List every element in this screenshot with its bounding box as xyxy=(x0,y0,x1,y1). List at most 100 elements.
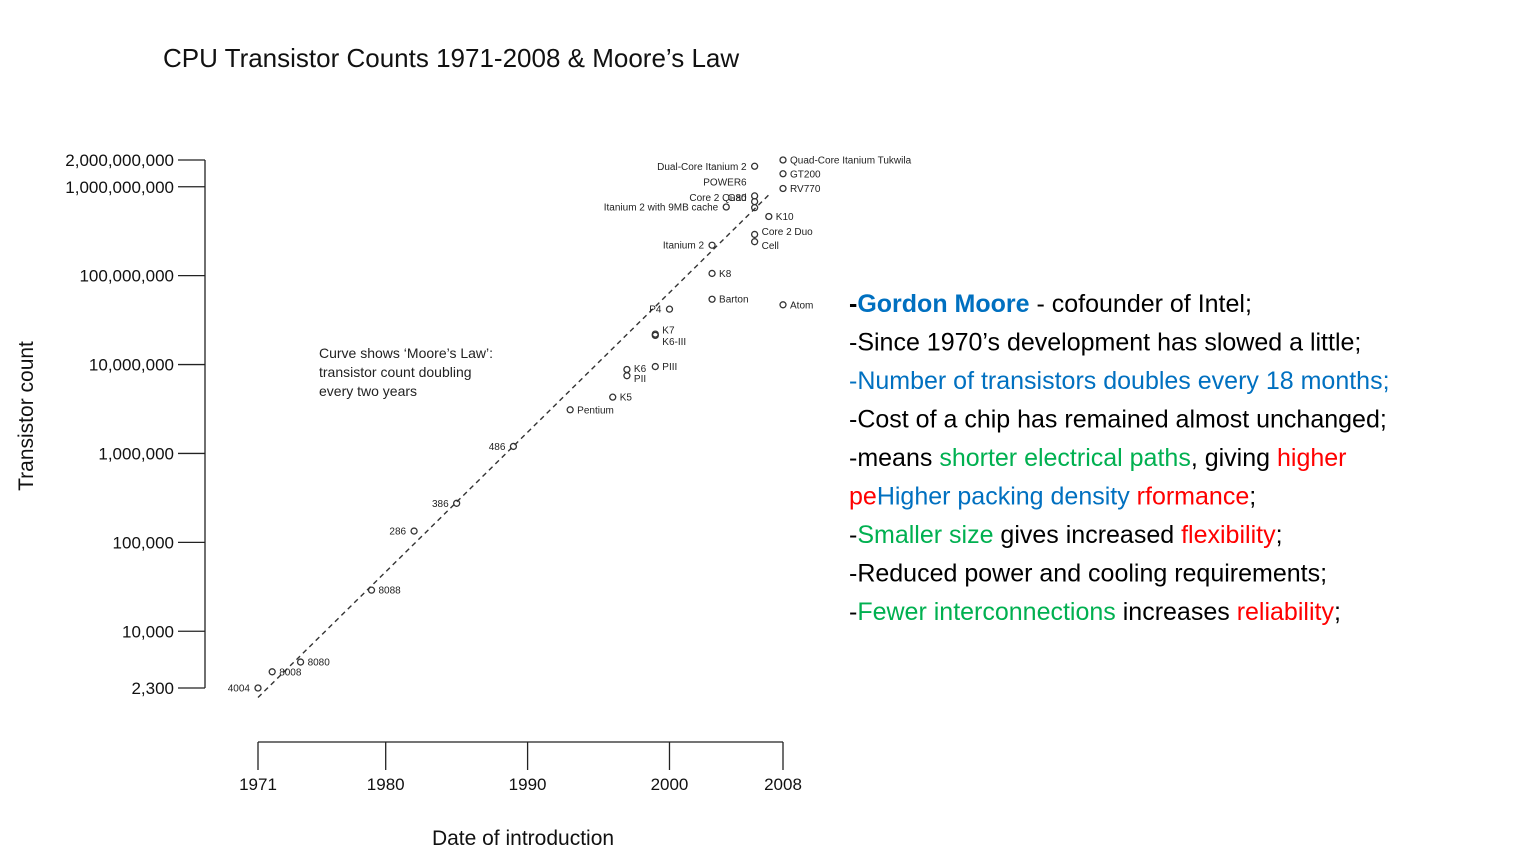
bullet-segment: - cofounder of Intel; xyxy=(1030,290,1252,318)
bullet-segment: , giving xyxy=(1191,444,1277,472)
point-label: G80 xyxy=(728,193,747,204)
data-point xyxy=(779,156,787,164)
data-point xyxy=(708,269,716,278)
x-axis-label: Date of introduction xyxy=(432,827,614,850)
data-point xyxy=(722,203,730,211)
annotation: every two years xyxy=(319,383,417,399)
point-label: GT200 xyxy=(790,169,821,180)
point-label: 286 xyxy=(389,527,406,538)
data-point xyxy=(566,406,574,414)
y-tick-label: 10,000,000 xyxy=(89,356,174,375)
point-label: K6 xyxy=(634,364,647,375)
bullet-segment: Higher packing density xyxy=(877,483,1130,511)
bullet-segment: flexibility xyxy=(1181,521,1276,549)
data-point xyxy=(452,499,461,507)
y-tick-label: 1,000,000 xyxy=(98,444,174,463)
annotation: transistor count doubling xyxy=(319,364,472,380)
data-point xyxy=(367,586,376,594)
bullet-segment: gives increased xyxy=(993,521,1181,549)
data-point xyxy=(254,684,262,692)
point-label: POWER6 xyxy=(703,177,747,188)
data-point xyxy=(623,372,631,380)
bullet-segment: ; xyxy=(1334,598,1341,626)
bullet-segment: higher xyxy=(1277,444,1347,472)
bullet-segment: -Reduced power and cooling requirements; xyxy=(849,560,1327,588)
point-label: K10 xyxy=(776,212,794,223)
data-point xyxy=(750,192,759,200)
x-tick-label: 1990 xyxy=(509,775,547,794)
point-label: Core 2 Duo xyxy=(762,227,814,238)
data-point xyxy=(268,668,276,676)
bullet-segment: shorter electrical paths xyxy=(939,444,1191,472)
bullet-segment: Gordon Moore xyxy=(857,290,1029,318)
data-point xyxy=(779,170,787,178)
point-label: Cell xyxy=(762,241,779,252)
data-point xyxy=(779,184,787,193)
x-tick-label: 2000 xyxy=(651,775,689,794)
data-point xyxy=(750,230,759,239)
point-label: Pentium xyxy=(577,405,614,416)
bullet-segment: -Since 1970’s development has slowed a l… xyxy=(849,329,1361,357)
point-label: P4 xyxy=(649,305,662,316)
bullet-line: -Gordon Moore - cofounder of Intel; xyxy=(849,290,1252,318)
data-point xyxy=(651,362,659,371)
point-label: K5 xyxy=(620,393,633,404)
point-label: Atom xyxy=(790,300,813,311)
point-label: RV770 xyxy=(790,184,821,195)
y-tick-label: 2,300 xyxy=(131,679,174,698)
data-point xyxy=(708,295,716,303)
bullet-segment: increases xyxy=(1116,598,1237,626)
data-point xyxy=(765,212,773,221)
trend-line xyxy=(257,194,770,698)
y-tick-label: 100,000,000 xyxy=(79,267,174,286)
point-label: 8088 xyxy=(379,586,402,597)
data-point xyxy=(296,658,305,666)
y-tick-label: 1,000,000,000 xyxy=(65,178,174,197)
data-point xyxy=(665,305,674,313)
data-point xyxy=(750,162,759,170)
point-label: Barton xyxy=(719,295,748,306)
data-point xyxy=(623,365,631,374)
chart-title: CPU Transistor Counts 1971-2008 & Moore’… xyxy=(163,43,739,73)
bullet-line: -Smaller size gives increased flexibilit… xyxy=(849,521,1283,549)
bullet-line: -Fewer interconnections increases reliab… xyxy=(849,598,1341,626)
point-label: Itanium 2 xyxy=(663,241,705,252)
bullet-segment: pe xyxy=(849,483,877,511)
point-label: PII xyxy=(634,374,646,385)
data-point xyxy=(708,241,716,249)
point-label: 8080 xyxy=(308,658,331,669)
x-tick-label: 2008 xyxy=(764,775,802,794)
point-label: K8 xyxy=(719,269,732,280)
bullet-segment: - xyxy=(849,290,857,318)
point-label: K6-III xyxy=(662,337,686,348)
bullet-segment: -means xyxy=(849,444,939,472)
bullet-line: -Number of transistors doubles every 18 … xyxy=(849,367,1390,395)
bullet-segment: reliability xyxy=(1237,598,1335,626)
bullet-segment: Smaller size xyxy=(857,521,993,549)
y-axis-label: Transistor count xyxy=(15,341,38,491)
point-label: Core 2 Quad xyxy=(689,193,746,204)
bullet-line: peHigher packing density rformance; xyxy=(849,483,1256,511)
y-tick-label: 100,000 xyxy=(113,533,174,552)
point-label: K7 xyxy=(662,326,675,337)
point-label: 8008 xyxy=(279,667,302,678)
data-point xyxy=(410,527,418,535)
y-tick-label: 10,000 xyxy=(122,622,174,641)
data-point xyxy=(651,330,659,338)
data-point xyxy=(509,442,518,451)
point-label: PIII xyxy=(662,362,677,373)
x-tick-label: 1980 xyxy=(367,775,405,794)
x-tick-label: 1971 xyxy=(239,775,277,794)
bullet-segment: ; xyxy=(1276,521,1283,549)
annotation: Curve shows ‘Moore’s Law’: xyxy=(319,345,493,361)
bullet-line: -Reduced power and cooling requirements; xyxy=(849,560,1327,588)
point-label: 4004 xyxy=(228,684,251,695)
bullet-segment: rformance xyxy=(1130,483,1249,511)
bullet-segment: - xyxy=(849,598,857,626)
data-point xyxy=(779,301,787,309)
bullet-line: -means shorter electrical paths, giving … xyxy=(849,444,1347,472)
bullet-line: -Cost of a chip has remained almost unch… xyxy=(849,406,1387,434)
point-label: Dual-Core Itanium 2 xyxy=(657,162,747,173)
bullet-segment: - xyxy=(849,521,857,549)
